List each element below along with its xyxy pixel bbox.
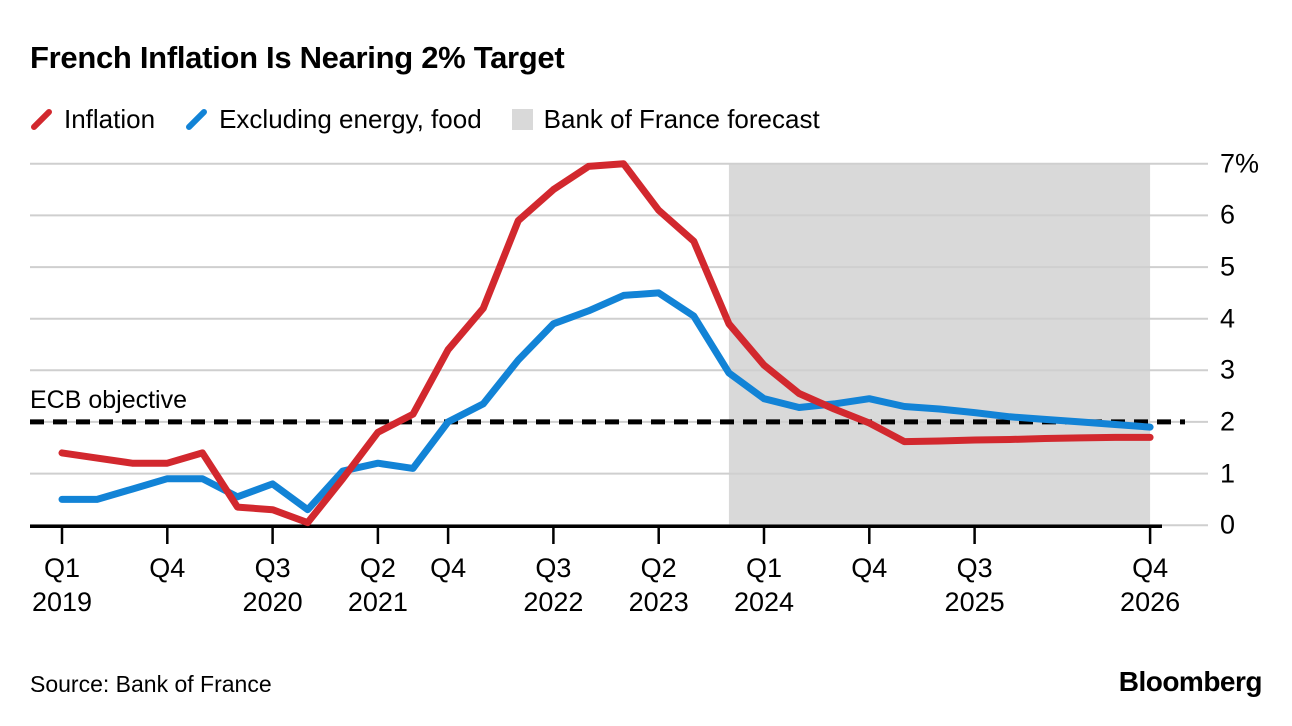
inflation-line [58, 160, 1154, 527]
y-axis-tick-label: 0 [1220, 509, 1236, 540]
legend-item-core: Excluding energy, food [185, 104, 482, 135]
x-axis-tick-label: Q1 2024 [733, 553, 795, 617]
source-note: Source: Bank of France [30, 671, 272, 697]
core-inflation-line [58, 289, 1154, 514]
x-axis-tick-label: Q3 2022 [523, 553, 584, 617]
legend-label: Bank of France forecast [543, 104, 820, 134]
x-axis-tick-label: Q4 [430, 553, 467, 583]
y-axis-tick-label: 6 [1220, 199, 1236, 230]
x-axis-tick-label: Q4 [149, 553, 186, 583]
ecb-objective-label: ECB objective [30, 385, 188, 414]
inflation-line-swatch-icon [30, 108, 53, 131]
forecast-swatch-icon [511, 109, 533, 130]
y-axis-tick-label: 2 [1220, 406, 1236, 437]
y-axis-tick-label: 7% [1220, 148, 1260, 179]
x-axis-tick-label: Q4 2026 [1120, 553, 1181, 617]
bloomberg-logo: Bloomberg [1118, 666, 1263, 697]
y-axis-tick-label: 4 [1220, 303, 1236, 334]
x-axis-tick-label: Q3 2025 [944, 553, 1005, 617]
legend-item-forecast: Bank of France forecast [511, 104, 820, 135]
legend-label: Excluding energy, food [219, 104, 482, 134]
x-axis-tick-label: Q4 [851, 553, 888, 583]
legend-item-inflation: Inflation [30, 104, 155, 135]
x-axis-tick-label: Q2 2023 [628, 553, 689, 617]
y-axis-tick-label: 1 [1220, 458, 1236, 489]
x-axis-tick-label: Q2 2021 [347, 553, 408, 617]
core-line-swatch-icon [185, 108, 208, 131]
y-axis-tick-label: 3 [1220, 354, 1236, 385]
y-axis-tick-label: 5 [1220, 251, 1236, 282]
forecast-region [728, 163, 1151, 526]
page-title: French Inflation Is Nearing 2% Target [30, 40, 565, 75]
legend: Inflation Excluding energy, food Bank of… [30, 104, 820, 135]
x-axis-tick-label: Q1 2019 [31, 553, 93, 617]
x-axis-tick-label: Q3 2020 [242, 553, 303, 617]
legend-label: Inflation [64, 104, 156, 134]
